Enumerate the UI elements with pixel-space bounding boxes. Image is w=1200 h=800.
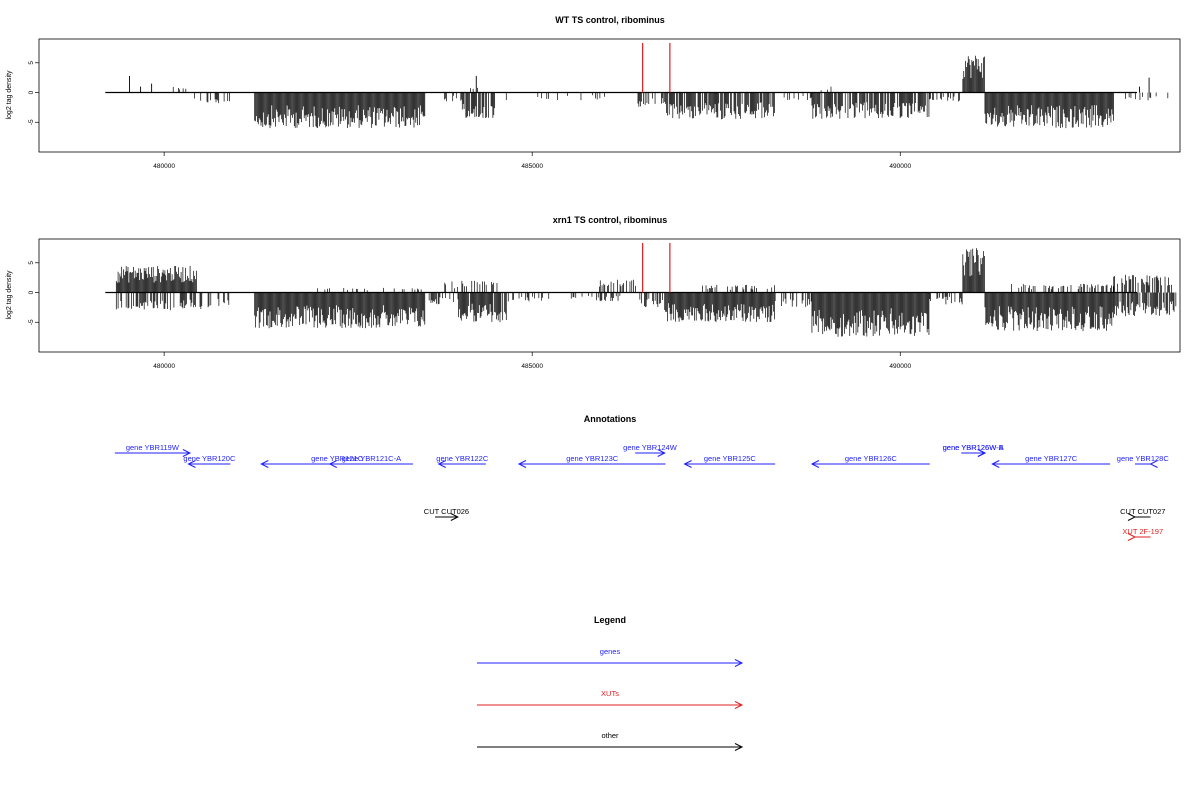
legend-arrow-head xyxy=(734,659,744,667)
arrow-head xyxy=(977,449,987,457)
arrow-head xyxy=(1149,460,1158,468)
gene-arrow: gene YBR123C xyxy=(517,454,666,468)
gene-arrow: gene YBR124W xyxy=(623,443,678,457)
feature-label: gene YBR125C xyxy=(704,454,757,463)
y-tick-label: 5 xyxy=(28,261,35,265)
x-tick-label: 480000 xyxy=(153,163,175,170)
feature-label: gene YBR121C xyxy=(311,454,364,463)
arrow-head xyxy=(187,460,196,468)
density-bars xyxy=(105,43,1169,129)
gene-arrow: gene YBR122C xyxy=(436,454,489,468)
x-tick-label: 490000 xyxy=(889,363,911,370)
gene-arrow: gene YBR125C xyxy=(683,454,776,468)
feature-label: gene YBR126W-B xyxy=(943,443,1004,452)
feature-label: CUT CUT027 xyxy=(1120,507,1165,516)
arrow-head xyxy=(1127,513,1137,521)
y-axis: 5 0 -5 xyxy=(28,61,39,125)
x-axis: 480000 485000 490000 xyxy=(153,152,911,170)
panel-title: xrn1 TS control, ribominus xyxy=(553,215,668,225)
arrow-head xyxy=(810,460,820,468)
x-tick-label: 490000 xyxy=(889,163,911,170)
y-tick-label: 0 xyxy=(28,90,35,94)
gene-arrow: gene YBR120C xyxy=(183,454,236,468)
gene-arrow: gene YBR126W-B xyxy=(943,443,1004,457)
arrow-head xyxy=(657,449,666,457)
legend-item-other: other xyxy=(477,731,744,751)
arrow-head xyxy=(437,460,446,468)
arrow-head xyxy=(517,460,527,468)
gene-arrow: gene YBR121C-A xyxy=(328,454,413,468)
wt-ts-control-panel: WT TS control, ribominus log2 tag densit… xyxy=(6,15,1181,170)
xrn1-ts-control-panel: xrn1 TS control, ribominus log2 tag dens… xyxy=(6,215,1181,370)
arrow-head xyxy=(182,449,192,457)
plot-frame xyxy=(38,238,1181,353)
xut-arrow: XUT 2F-197 xyxy=(1122,527,1163,541)
y-tick-label: -5 xyxy=(28,319,35,325)
y-axis: 5 0 -5 xyxy=(28,261,39,325)
feature-label: gene YBR126W-A xyxy=(943,443,1004,452)
gene-arrow: gene YBR126C xyxy=(810,454,930,468)
gene-arrow: gene YBR127C xyxy=(991,454,1111,468)
gene-arrow: gene YBR119W xyxy=(114,443,192,457)
feature-label: gene YBR123C xyxy=(566,454,619,463)
arrow-head xyxy=(328,460,337,468)
feature-label: gene YBR124W xyxy=(623,443,678,452)
legend-arrow-head xyxy=(734,743,744,751)
arrow-head xyxy=(260,460,269,468)
plot-frame xyxy=(38,38,1181,153)
legend-item-genes: genes xyxy=(477,647,744,667)
legend: Legend genes XUTs other xyxy=(477,615,744,751)
legend-title: Legend xyxy=(594,615,626,625)
legend-label: other xyxy=(601,731,619,740)
y-axis-label: log2 tag density xyxy=(6,270,13,320)
feature-label: gene YBR126C xyxy=(845,454,898,463)
cut-arrow: CUT CUT026 xyxy=(424,507,469,521)
feature-label: gene YBR127C xyxy=(1025,454,1078,463)
feature-label: gene YBR128C xyxy=(1117,454,1170,463)
feature-label: gene YBR119W xyxy=(126,443,180,452)
panel-title: WT TS control, ribominus xyxy=(555,15,665,25)
x-tick-label: 480000 xyxy=(153,363,175,370)
y-tick-label: -5 xyxy=(28,119,35,125)
legend-items: genes XUTs other xyxy=(477,647,744,751)
feature-label: gene YBR122C xyxy=(436,454,489,463)
gene-arrow: gene YBR128C xyxy=(1117,454,1170,468)
y-tick-label: 5 xyxy=(28,61,35,65)
feature-label: CUT CUT026 xyxy=(424,507,469,516)
y-axis-label: log2 tag density xyxy=(6,70,13,120)
legend-arrow-head xyxy=(734,701,744,709)
x-tick-label: 485000 xyxy=(521,163,543,170)
cut-arrow: CUT CUT027 xyxy=(1120,507,1165,521)
legend-item-xuts: XUTs xyxy=(477,689,744,709)
arrow-head xyxy=(1127,533,1137,541)
arrow-head xyxy=(450,513,459,521)
legend-label: genes xyxy=(600,647,621,656)
density-bars xyxy=(105,243,1177,337)
feature-label: XUT 2F-197 xyxy=(1122,527,1163,536)
arrow-head xyxy=(991,460,1000,468)
x-tick-label: 485000 xyxy=(521,363,543,370)
feature-label: gene YBR121C-A xyxy=(342,454,401,463)
y-tick-label: 0 xyxy=(28,290,35,294)
legend-label: XUTs xyxy=(601,689,619,698)
annotations-title: Annotations xyxy=(584,414,637,424)
feature-label: gene YBR120C xyxy=(183,454,236,463)
arrow-head xyxy=(683,460,692,468)
x-axis: 480000 485000 490000 xyxy=(153,352,911,370)
